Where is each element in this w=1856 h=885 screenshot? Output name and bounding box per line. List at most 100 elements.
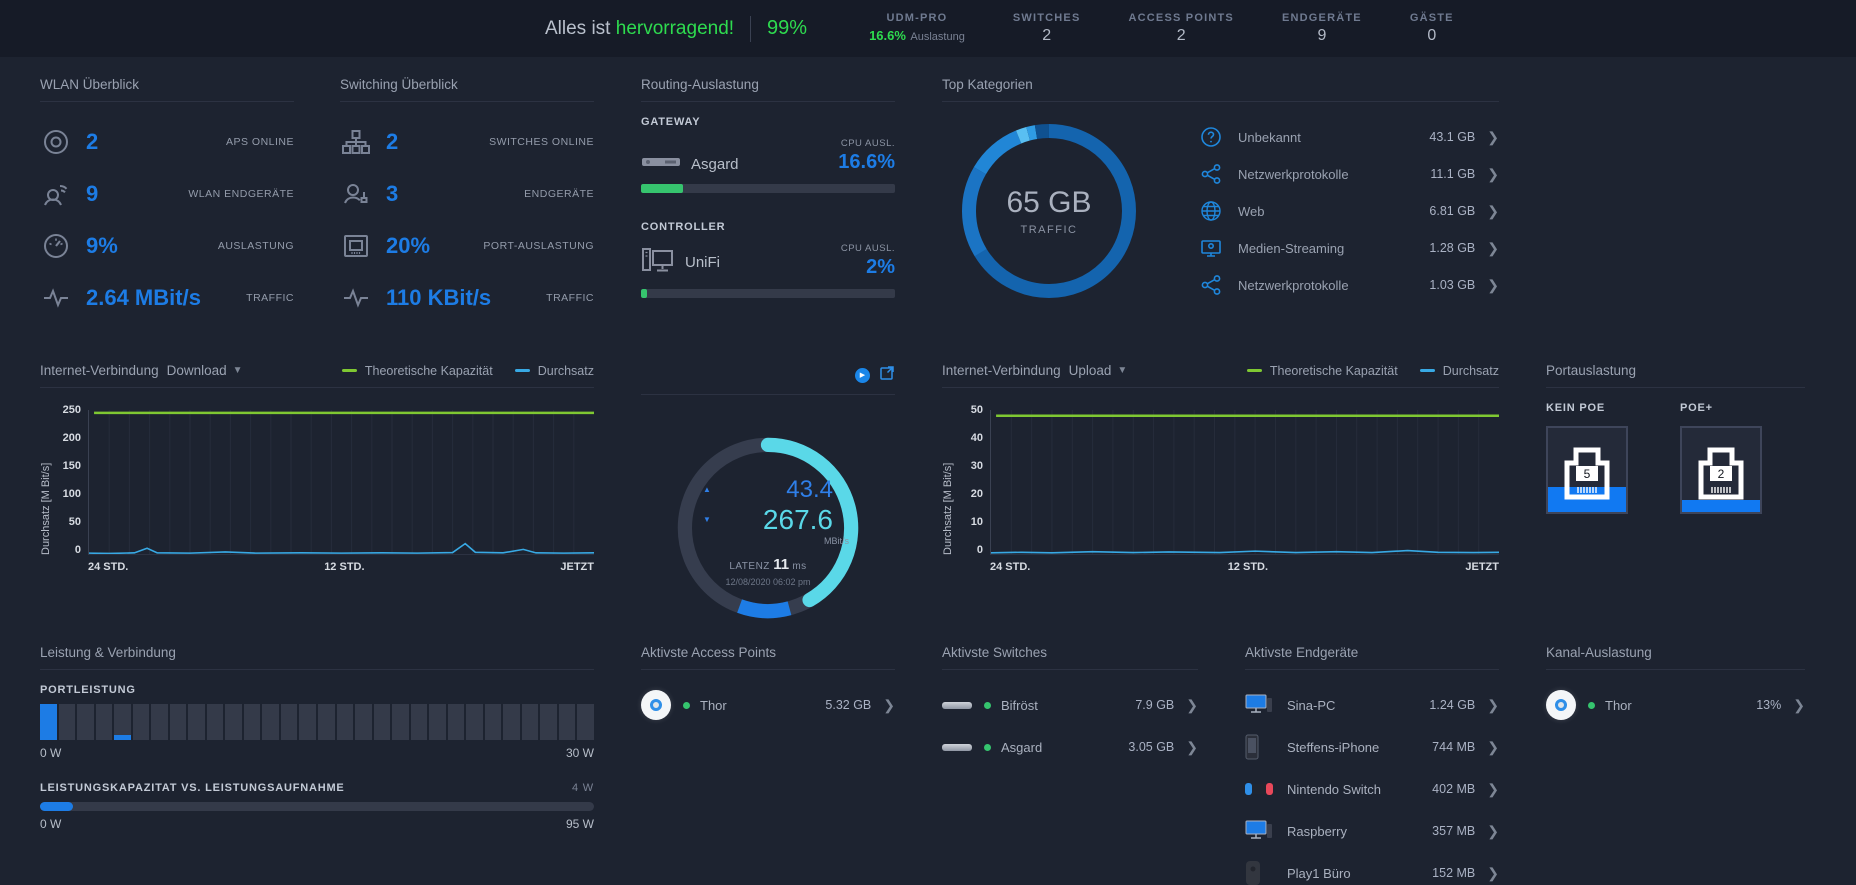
switch-row-asgard[interactable]: Asgard 3.05 GB ❯: [942, 726, 1198, 768]
header-stat-switches[interactable]: SWITCHES 2: [1013, 12, 1081, 45]
controller-cpu-bar-fill: [641, 289, 648, 298]
download-range-selector[interactable]: Download ▼: [167, 363, 243, 378]
internet-download-chart-panel: Internet-Verbindung Download ▼ Theoretis…: [40, 349, 594, 631]
access-point-device-icon: [641, 690, 671, 720]
stat-suffix: Auslastung: [910, 31, 965, 43]
upload-range-selector[interactable]: Upload ▼: [1069, 363, 1128, 378]
status-prefix: Alles ist: [545, 17, 611, 39]
poe-plus-group: POE+ 2: [1680, 402, 1762, 514]
wireless-client-icon: [40, 178, 86, 210]
power-segment: [169, 704, 187, 740]
upload-arc: [737, 599, 792, 619]
throughput-legend-swatch: [1419, 369, 1435, 372]
power-segment: [262, 704, 279, 740]
channel-row-thor[interactable]: Thor 13% ❯: [1546, 684, 1805, 726]
stat-label: GÄSTE: [1409, 12, 1454, 24]
header-stat-access-points[interactable]: ACCESS POINTS 2: [1129, 12, 1234, 45]
power-segment: [225, 704, 242, 740]
category-row-netzwerkprotokolle[interactable]: Netzwerkprotokolle 11.1 GB ❯: [1200, 162, 1499, 186]
client-row-raspberry[interactable]: Raspberry 357 MB ❯: [1245, 810, 1499, 852]
top-access-points-panel: Aktivste Access Points Thor 5.32 GB ❯: [641, 631, 895, 885]
channel-utilization-panel: Kanal-Auslastung Thor 13% ❯: [1546, 631, 1805, 885]
power-segment: [447, 704, 465, 740]
header-stat-udm-pro[interactable]: UDM-PRO 16.6% Auslastung: [869, 12, 965, 45]
power-segment: [521, 704, 539, 740]
device-value: 152 MB: [1432, 866, 1476, 880]
header-stat-guests[interactable]: GÄSTE 0: [1410, 12, 1454, 45]
stat-label: WLAN ENDGERÄTE: [188, 188, 294, 200]
device-name: Nintendo Switch: [1287, 781, 1381, 797]
poe-plus-port-tile[interactable]: 2: [1680, 426, 1762, 514]
stat-value: 2: [1176, 27, 1186, 44]
divider: [750, 15, 752, 42]
device-name: Play1 Büro: [1287, 865, 1351, 881]
category-row-netzwerkprotokolle-2[interactable]: Netzwerkprotokolle 1.03 GB ❯: [1200, 273, 1499, 297]
run-speedtest-icon[interactable]: ▶: [855, 367, 870, 383]
switch-row-bifroest[interactable]: Bifröst 7.9 GB ❯: [942, 684, 1198, 726]
power-capacity-scale: 0 W 95 W: [40, 817, 594, 831]
stat-label: ENDGERÄTE: [524, 188, 594, 200]
stat-value: 3: [386, 181, 399, 206]
gateway-cpu-bar: [641, 184, 895, 193]
client-row-steffens-iphone[interactable]: Steffens-iPhone 744 MB ❯: [1245, 726, 1499, 768]
ap-row-thor[interactable]: Thor 5.32 GB ❯: [641, 684, 895, 726]
category-label: Netzwerkprotokolle: [1238, 277, 1349, 293]
power-segment: [317, 704, 335, 740]
controller-name: UniFi: [685, 254, 721, 271]
client-row-nintendo-switch[interactable]: Nintendo Switch 402 MB ❯: [1245, 768, 1499, 810]
x-axis-labels: 24 STD. 12 STD. JETZT: [990, 561, 1499, 573]
network-health-status: Alles ist hervorragend! 99%: [545, 15, 808, 42]
stat-value: 2: [386, 129, 399, 154]
category-row-unbekannt[interactable]: Unbekannt 43.1 GB ❯: [1200, 125, 1499, 149]
stat-label: PORT-AUSLASTUNG: [483, 240, 594, 252]
online-status-dot: [1588, 701, 1595, 709]
panel-title: Internet-Verbindung: [942, 363, 1061, 378]
panel-title: Leistung & Verbindung: [40, 645, 176, 660]
current-power-value: 4 W: [572, 782, 594, 794]
category-label: Netzwerkprotokolle: [1238, 166, 1349, 182]
speedtest-statistics-icon[interactable]: [880, 365, 895, 385]
chevron-right-icon: ❯: [1487, 780, 1499, 797]
client-row-sina-pc[interactable]: Sina-PC 1.24 GB ❯: [1245, 684, 1499, 726]
speedtest-panel: ▶ ▲ 43.4 ▼ 267.6 MBit/s: [641, 349, 895, 631]
stat-value: 2.64 MBit/s: [86, 285, 201, 310]
speedtest-timestamp: 12/08/2020 06:02 pm: [725, 576, 811, 587]
no-poe-port-tile[interactable]: 5: [1546, 426, 1628, 514]
health-percent: 99%: [767, 17, 808, 39]
y-axis-ticks: 50 40 30 20 10 0: [970, 404, 983, 556]
panel-title: WLAN Überblick: [40, 77, 140, 92]
device-value: 5.32 GB: [825, 698, 872, 712]
stat-value: 9: [1317, 27, 1327, 44]
cpu-label: CPU AUSL.: [840, 138, 895, 149]
online-status-dot: [984, 701, 991, 709]
device-name: Asgard: [1001, 739, 1043, 755]
device-value: 744 MB: [1432, 740, 1476, 754]
header-stat-clients[interactable]: ENDGERÄTE 9: [1282, 12, 1362, 45]
stat-value: 2: [1042, 27, 1052, 44]
power-connection-panel: Leistung & Verbindung PORTLEISTUNG 0 W 3…: [40, 631, 594, 885]
power-capacity-bar: [40, 802, 594, 811]
port-power-segments: [40, 704, 594, 740]
legend-label: Durchsatz: [537, 363, 594, 378]
device-value: 1.24 GB: [1429, 698, 1476, 712]
category-row-web[interactable]: Web 6.81 GB ❯: [1200, 199, 1499, 223]
gateway-device-icon: [641, 155, 681, 174]
power-segment: [95, 704, 113, 740]
group-label: KEIN POE: [1546, 402, 1605, 414]
category-value: 1.28 GB: [1429, 241, 1476, 255]
stat-value: 2: [86, 129, 99, 154]
online-status-dot: [683, 701, 690, 709]
chevron-right-icon: ❯: [1186, 738, 1198, 755]
port-power-label: PORTLEISTUNG: [40, 684, 136, 696]
category-row-medien-streaming[interactable]: Medien-Streaming 1.28 GB ❯: [1200, 236, 1499, 260]
port-icon: [340, 230, 386, 262]
port-count: 2: [1718, 467, 1725, 481]
chevron-down-icon: ▼: [1117, 365, 1128, 376]
chevron-right-icon: ❯: [1793, 696, 1805, 713]
legend-label: Theoretische Kapazität: [364, 363, 493, 378]
download-arrow-icon: ▼: [703, 515, 711, 524]
client-row-play1-buero[interactable]: Play1 Büro 152 MB ❯: [1245, 852, 1499, 885]
power-segment: [188, 704, 205, 740]
ethernet-port-icon: 2: [1698, 447, 1744, 500]
game-console-icon: [1245, 782, 1287, 796]
